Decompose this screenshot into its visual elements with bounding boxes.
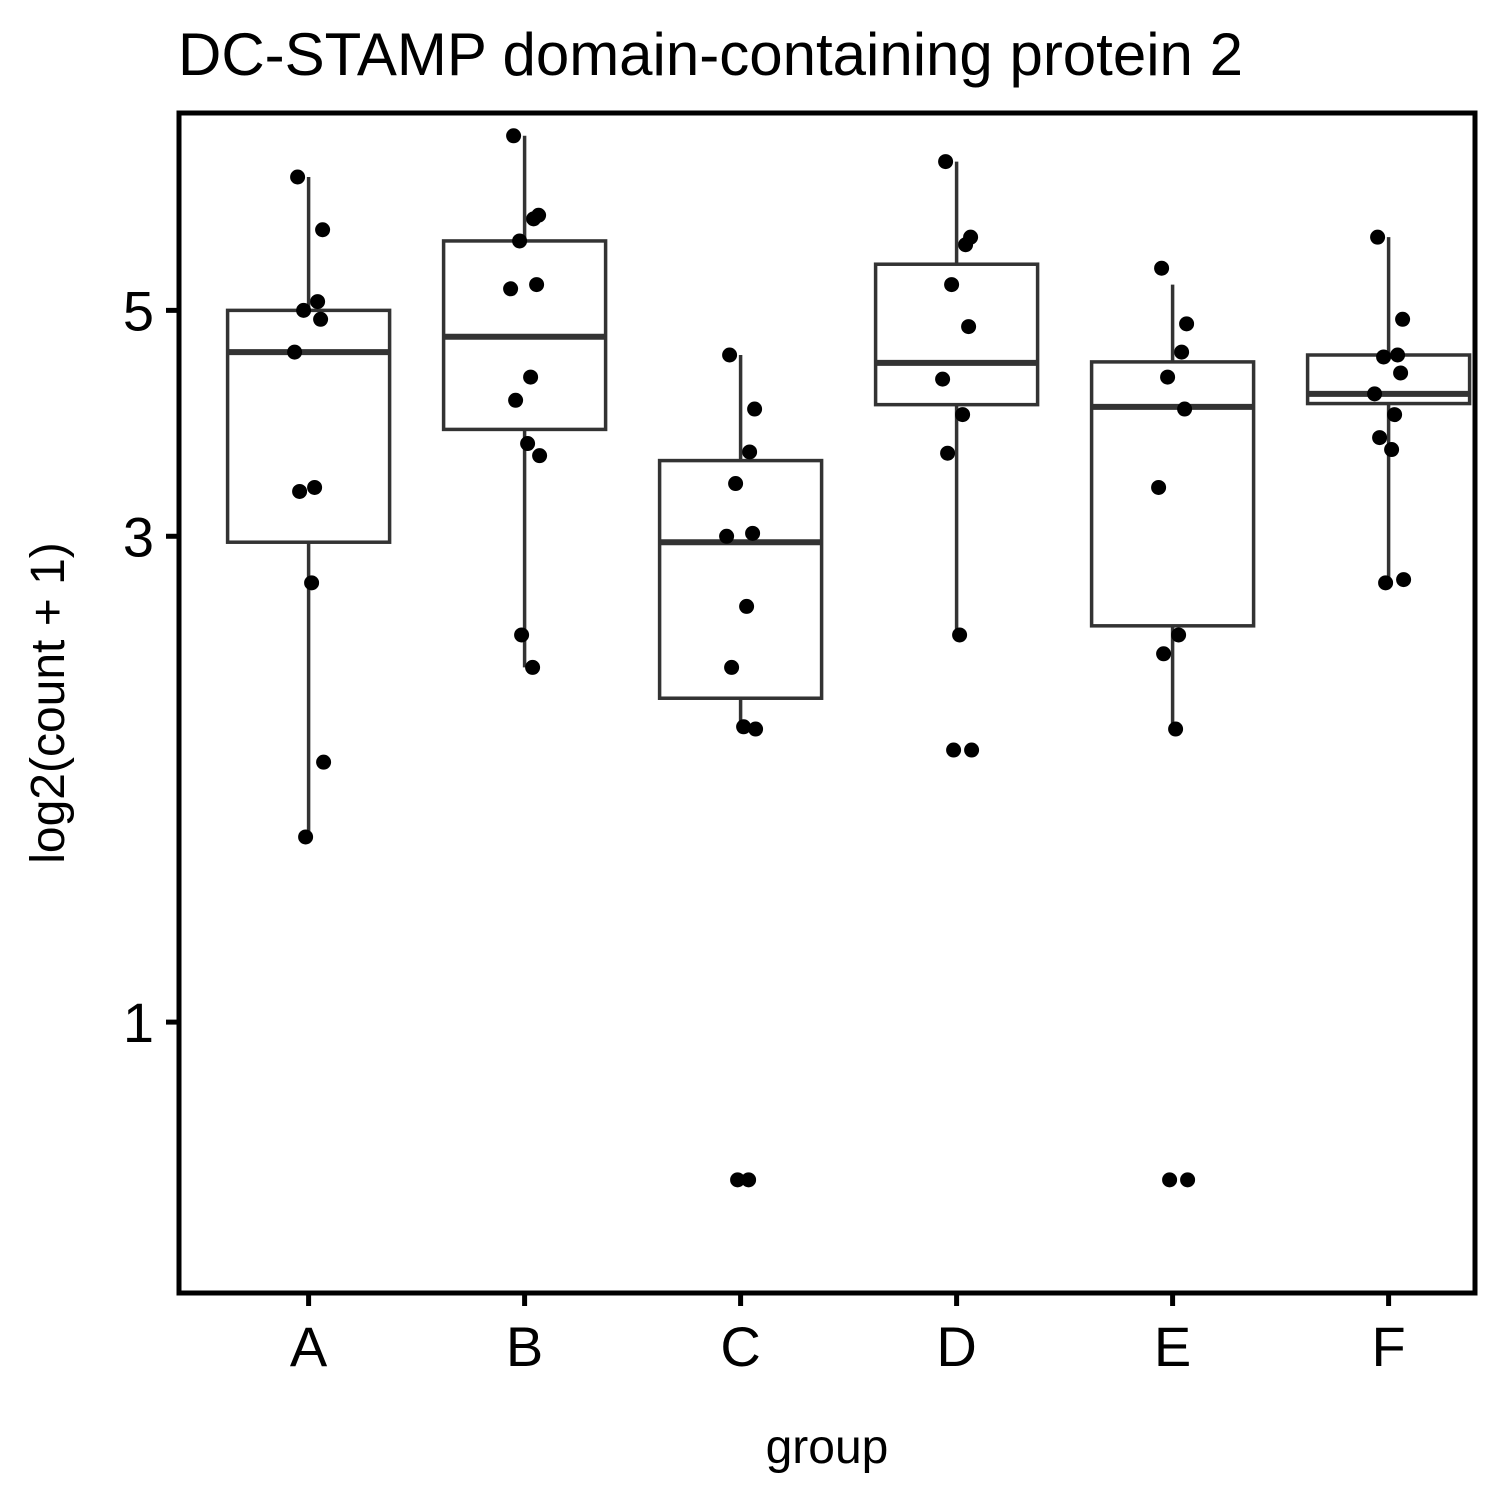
data-point-a — [315, 222, 331, 238]
data-point-e — [1171, 627, 1187, 643]
data-point-b — [514, 627, 530, 643]
y-tick-label-3: 3 — [123, 505, 154, 568]
data-point-f — [1378, 575, 1394, 591]
data-point-a — [292, 483, 308, 499]
data-point-c — [748, 721, 764, 737]
data-point-e — [1177, 401, 1193, 417]
data-point-d — [964, 742, 980, 758]
data-point-e — [1179, 316, 1195, 332]
data-point-b — [520, 436, 536, 452]
data-point-c — [724, 659, 740, 675]
y-tick-label-1: 1 — [123, 991, 154, 1054]
x-tick-label-c: C — [720, 1315, 760, 1378]
data-point-f — [1393, 365, 1409, 381]
data-point-a — [290, 169, 306, 185]
boxes-layer — [225, 135, 1472, 837]
data-point-b — [503, 281, 519, 297]
x-tick-label-d: D — [936, 1315, 976, 1378]
x-tick-label-b: B — [506, 1315, 543, 1378]
data-point-c — [736, 719, 752, 735]
data-point-d — [935, 371, 951, 387]
data-point-f — [1387, 407, 1403, 423]
data-point-c — [739, 598, 755, 614]
data-point-e — [1180, 1172, 1196, 1188]
y-axis: 1 3 5 — [123, 279, 179, 1054]
data-point-d — [940, 445, 956, 461]
data-point-f — [1384, 442, 1400, 458]
data-point-e — [1151, 479, 1167, 495]
y-axis-title: log2(count + 1) — [22, 542, 75, 864]
data-point-f — [1390, 347, 1406, 363]
data-point-d — [938, 154, 954, 170]
data-point-a — [310, 294, 326, 310]
data-point-e — [1160, 369, 1176, 385]
box-a — [225, 308, 392, 544]
data-point-e — [1154, 260, 1170, 276]
data-point-d — [952, 627, 968, 643]
data-point-c — [745, 525, 761, 541]
data-point-f — [1372, 430, 1388, 446]
data-point-f — [1396, 572, 1412, 588]
data-point-a — [313, 311, 329, 327]
data-point-a — [296, 302, 312, 318]
data-point-f — [1376, 349, 1392, 365]
data-point-b — [532, 448, 548, 464]
data-point-d — [955, 407, 971, 423]
data-point-c — [747, 401, 763, 417]
data-point-a — [298, 829, 314, 845]
data-point-a — [307, 479, 323, 495]
data-point-e — [1162, 1172, 1178, 1188]
data-point-b — [526, 211, 542, 227]
data-point-e — [1174, 344, 1190, 360]
x-axis-title: group — [766, 1421, 889, 1474]
data-point-b — [512, 233, 528, 249]
data-point-d — [958, 237, 974, 253]
data-point-c — [719, 528, 735, 544]
x-axis: A B C D E F — [290, 1293, 1406, 1378]
points-layer — [287, 128, 1412, 1188]
data-point-a — [287, 344, 303, 360]
data-point-a — [316, 754, 332, 770]
data-point-d — [946, 742, 962, 758]
data-point-e — [1156, 646, 1172, 662]
x-tick-label-a: A — [290, 1315, 328, 1378]
data-point-f — [1370, 229, 1386, 245]
data-point-f — [1395, 311, 1411, 327]
data-point-b — [523, 369, 539, 385]
plot-panel — [176, 110, 1478, 1296]
data-point-c — [741, 1172, 757, 1188]
x-tick-label-e: E — [1154, 1315, 1191, 1378]
data-point-c — [722, 347, 738, 363]
chart-title: DC-STAMP domain-containing protein 2 — [178, 21, 1243, 88]
data-point-c — [730, 1172, 746, 1188]
box-c — [657, 458, 824, 700]
data-point-c — [728, 476, 744, 492]
data-point-b — [529, 277, 545, 293]
data-point-b — [506, 128, 522, 144]
y-tick-label-5: 5 — [123, 279, 154, 342]
data-point-d — [944, 277, 960, 293]
data-point-e — [1168, 721, 1184, 737]
data-point-b — [525, 659, 541, 675]
data-point-a — [304, 575, 320, 591]
x-tick-label-f: F — [1371, 1315, 1405, 1378]
data-point-d — [961, 319, 977, 335]
data-point-c — [742, 444, 758, 460]
data-point-b — [508, 392, 524, 408]
box-e — [1089, 360, 1256, 628]
data-point-f — [1367, 386, 1383, 402]
